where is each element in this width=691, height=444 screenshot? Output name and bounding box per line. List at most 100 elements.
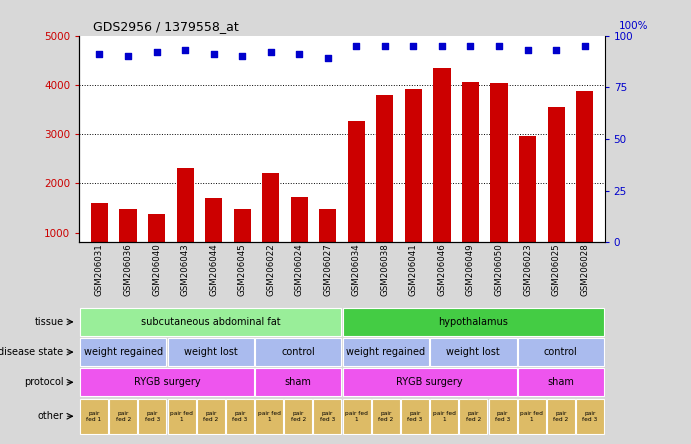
Bar [405, 89, 422, 282]
Point [437, 42, 448, 49]
Text: GDS2956 / 1379558_at: GDS2956 / 1379558_at [93, 20, 239, 33]
Bar [80, 369, 254, 396]
Bar [518, 338, 604, 366]
Text: pair
fed 3: pair fed 3 [320, 411, 335, 422]
Text: hypothalamus: hypothalamus [438, 317, 509, 327]
Bar [80, 338, 167, 366]
Bar [430, 338, 516, 366]
Text: GSM206044: GSM206044 [209, 244, 218, 297]
Text: GSM206031: GSM206031 [95, 244, 104, 297]
Point [465, 42, 476, 49]
Bar [168, 399, 196, 434]
Bar [255, 338, 341, 366]
Text: RYGB surgery: RYGB surgery [133, 377, 200, 387]
Text: pair
fed 2: pair fed 2 [553, 411, 569, 422]
Bar [547, 399, 575, 434]
Text: control: control [544, 347, 578, 357]
Text: protocol: protocol [23, 377, 64, 387]
Bar [518, 369, 604, 396]
Text: GSM206028: GSM206028 [580, 244, 589, 297]
Bar [343, 308, 604, 336]
Point [322, 55, 333, 62]
Text: pair
fed 2: pair fed 2 [115, 411, 131, 422]
Bar [460, 399, 487, 434]
Bar [377, 95, 393, 282]
Text: weight lost: weight lost [184, 347, 238, 357]
Bar [343, 399, 370, 434]
Text: pair fed
1: pair fed 1 [170, 411, 193, 422]
Text: GSM206036: GSM206036 [124, 244, 133, 297]
Bar [176, 167, 193, 282]
Bar [168, 338, 254, 366]
Point [493, 42, 504, 49]
Point [236, 53, 247, 60]
Point [379, 42, 390, 49]
Bar [343, 338, 429, 366]
Text: pair fed
1: pair fed 1 [258, 411, 281, 422]
Point [122, 53, 133, 60]
Text: disease state: disease state [0, 347, 64, 357]
Bar [255, 399, 283, 434]
Point [551, 47, 562, 54]
Text: pair fed
1: pair fed 1 [433, 411, 455, 422]
Bar [291, 197, 307, 282]
Text: GSM206049: GSM206049 [466, 244, 475, 296]
Point [522, 47, 533, 54]
Text: GSM206038: GSM206038 [380, 244, 389, 297]
Point [294, 51, 305, 58]
Text: RYGB surgery: RYGB surgery [396, 377, 463, 387]
Bar [576, 91, 593, 282]
Bar [372, 399, 400, 434]
Bar [519, 135, 536, 282]
Text: GSM206025: GSM206025 [551, 244, 560, 297]
Point [94, 51, 105, 58]
Text: weight regained: weight regained [84, 347, 163, 357]
Text: weight lost: weight lost [446, 347, 500, 357]
Text: GSM206040: GSM206040 [152, 244, 161, 297]
Text: sham: sham [285, 377, 312, 387]
Text: pair
fed 2: pair fed 2 [378, 411, 393, 422]
Text: pair
fed 2: pair fed 2 [466, 411, 481, 422]
Text: pair fed
1: pair fed 1 [520, 411, 543, 422]
Y-axis label: 100%: 100% [618, 21, 648, 32]
Text: control: control [281, 347, 315, 357]
Text: pair
fed 3: pair fed 3 [145, 411, 160, 422]
Bar [518, 399, 546, 434]
Text: pair
fed 3: pair fed 3 [583, 411, 598, 422]
Bar [262, 174, 279, 282]
Text: GSM206034: GSM206034 [352, 244, 361, 297]
Bar [343, 369, 516, 396]
Point [579, 42, 590, 49]
Text: pair
fed 3: pair fed 3 [495, 411, 510, 422]
Text: GSM206022: GSM206022 [266, 244, 275, 297]
Bar [80, 399, 108, 434]
Point [408, 42, 419, 49]
Bar [576, 399, 604, 434]
Bar [138, 399, 167, 434]
Text: pair
fed 3: pair fed 3 [408, 411, 423, 422]
Bar [401, 399, 429, 434]
Bar [489, 399, 516, 434]
Point [151, 48, 162, 56]
Bar [109, 399, 138, 434]
Bar [284, 399, 312, 434]
Text: GSM206023: GSM206023 [523, 244, 532, 297]
Bar [255, 369, 341, 396]
Bar [348, 121, 365, 282]
Text: pair
fed 1: pair fed 1 [86, 411, 102, 422]
Text: pair
fed 2: pair fed 2 [203, 411, 218, 422]
Text: pair
fed 3: pair fed 3 [232, 411, 247, 422]
Text: tissue: tissue [35, 317, 64, 327]
Bar [148, 214, 165, 282]
Bar [205, 198, 223, 282]
Bar [80, 308, 341, 336]
Point [208, 51, 219, 58]
Text: other: other [37, 411, 64, 421]
Text: GSM206043: GSM206043 [180, 244, 189, 297]
Bar [433, 68, 451, 282]
Text: GSM206027: GSM206027 [323, 244, 332, 297]
Bar [547, 107, 565, 282]
Bar [430, 399, 458, 434]
Text: weight regained: weight regained [346, 347, 426, 357]
Text: GSM206046: GSM206046 [437, 244, 446, 297]
